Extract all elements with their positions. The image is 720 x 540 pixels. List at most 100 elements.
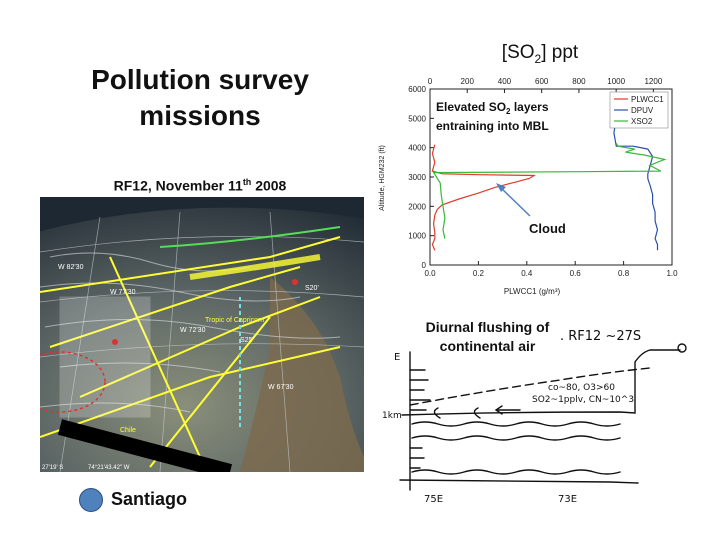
map-label-w7730: W 77'30	[110, 289, 136, 296]
curtain-panel	[59, 296, 151, 418]
sketch-axis-ticks	[409, 369, 431, 469]
top-tick-label: 200	[461, 77, 475, 86]
x-tick-label: 0.6	[570, 269, 582, 278]
sketch-note-top: . RF12 ~27S	[560, 329, 641, 344]
red-dotted-circle	[40, 351, 106, 413]
top-tick-label: 1200	[644, 77, 662, 86]
legend-label-plwcc1: PLWCC1	[631, 95, 664, 104]
sketch-x-label-right: 73E	[558, 494, 577, 505]
legend: PLWCC1 DPUV XSO2	[609, 91, 669, 129]
y-axis-label: Altitude, HGM232 (ft)	[379, 145, 386, 211]
continent-landmass	[240, 277, 364, 472]
annotation-line1-end: layers	[510, 100, 548, 114]
series-group	[431, 118, 667, 251]
y-tick-label: 2000	[408, 202, 426, 211]
sketch-dashed-inversion	[409, 367, 651, 406]
sketch-axis-letter: E	[394, 352, 400, 363]
map-label-chile: Chile	[120, 427, 136, 434]
top-tick-label: 1000	[607, 77, 625, 86]
annotation-sub: 2	[506, 107, 511, 116]
sketch-text: . RF12 ~27S co~80, O3>60 SO2~1pplv, CN~1…	[382, 329, 641, 505]
series-line-dpuv	[613, 118, 659, 251]
sketch-arrow-1-head	[494, 405, 503, 415]
map-label-w6730: W 67'30	[268, 384, 294, 391]
marker-red-2	[292, 279, 298, 285]
flushing-label: Diurnal flushing of continental air	[405, 318, 570, 356]
cloud-label: Cloud	[529, 221, 566, 236]
santiago-marker-icon	[79, 488, 103, 512]
x-axis-label: PLWCC1 (g/m³)	[504, 287, 561, 296]
altitude-profile-chart: 0 200 400 600 800 1000 1200 0.0 0.2 0.4 0.6 0.8 1.0…	[372, 68, 702, 308]
sketch-curl-2	[473, 407, 481, 419]
top-tick-label: 800	[572, 77, 586, 86]
map-footer-left: 27'19' S	[42, 465, 63, 471]
so2-title-sub: 2	[534, 51, 542, 66]
map-label-w7230: W 72'30	[180, 327, 206, 334]
x-tick-label: 0.0	[424, 269, 436, 278]
map-labels: W 82'30 W 77'30 W 72'30 W 67'30 Tropic o…	[42, 264, 319, 471]
x-tick-label: 0.8	[618, 269, 630, 278]
legend-label-xso2: XSO2	[631, 117, 653, 126]
flight-subtitle: RF12, November 11th 2008	[95, 177, 305, 194]
so2-axis-title: [SO2] ppt	[480, 42, 600, 66]
flushing-line1: Diurnal flushing of	[425, 319, 550, 335]
chart-svg: 0 200 400 600 800 1000 1200 0.0 0.2 0.4 0.6 0.8 1.0…	[379, 77, 678, 296]
sketch-boundary-line	[401, 349, 681, 416]
flushing-line2: continental air	[439, 338, 536, 354]
sketch-so2-note: SO2~1pplv, CN~10^3	[532, 395, 634, 405]
slide-title: Pollution survey missions	[91, 64, 309, 131]
x-axis-ticks: 0.0 0.2 0.4 0.6 0.8 1.0	[424, 261, 678, 278]
sketch-wave-middle	[411, 435, 621, 441]
so2-title-main: [SO	[501, 42, 535, 63]
annotation-line1: Elevated SO	[436, 100, 506, 114]
sketch-circle-icon	[677, 343, 687, 353]
sketch-wave-lower	[411, 469, 621, 475]
cloud-texture	[40, 252, 341, 413]
y-tick-label: 6000	[408, 85, 426, 94]
sketch-level-label: 1km	[382, 411, 402, 421]
hand-sketch: . RF12 ~27S co~80, O3>60 SO2~1pplv, CN~1…	[380, 320, 710, 510]
subtitle-year: 2008	[251, 177, 287, 194]
sketch-svg: . RF12 ~27S co~80, O3>60 SO2~1pplv, CN~1…	[382, 329, 687, 505]
satellite-map: W 82'30 W 77'30 W 72'30 W 67'30 Tropic o…	[40, 197, 364, 472]
y-tick-label: 0	[422, 261, 427, 270]
annotation-line2: entraining into MBL	[436, 119, 549, 133]
y-tick-label: 1000	[408, 232, 426, 241]
santiago-label: Santiago	[111, 489, 188, 509]
so2-title-end: ] ppt	[541, 42, 579, 63]
marker-red-1	[112, 339, 118, 345]
subtitle-sup: th	[242, 177, 252, 187]
subtitle-main: RF12, November 11	[113, 177, 243, 194]
green-track	[159, 226, 341, 248]
cloud-arrow	[499, 186, 531, 217]
top-axis-ticks: 0 200 400 600 800 1000 1200	[428, 77, 663, 93]
sketch-strokes	[399, 343, 687, 491]
x-tick-label: 0.2	[473, 269, 485, 278]
plume-band	[189, 254, 321, 280]
map-svg: W 82'30 W 77'30 W 72'30 W 67'30 Tropic o…	[40, 197, 364, 472]
legend-label-dpuv: DPUV	[631, 106, 654, 115]
annotation-elevated: Elevated SO2 layers	[436, 100, 549, 116]
map-label-tropic: Tropic of Capricorn	[205, 317, 264, 324]
sketch-x-label-left: 75E	[424, 494, 443, 505]
map-footer-right: 74°21'43.42" W	[88, 465, 130, 471]
sketch-co-note: co~80, O3>60	[548, 383, 615, 393]
x-tick-label: 1.0	[666, 269, 678, 278]
map-label-w8230: W 82'30	[58, 264, 84, 271]
series-line-xso2	[432, 142, 667, 239]
y-tick-label: 5000	[408, 114, 426, 123]
y-tick-label: 4000	[408, 144, 426, 153]
series-line-plwcc1	[431, 144, 537, 251]
y-axis-ticks: 0 1000 2000 3000 4000 5000 6000	[408, 85, 434, 270]
top-tick-label: 400	[498, 77, 512, 86]
sketch-curl-1	[433, 407, 441, 419]
map-label-s25: S25'	[240, 337, 254, 344]
x-tick-label: 0.4	[521, 269, 533, 278]
map-label-s20: S20'	[305, 285, 319, 292]
sketch-ground-line	[399, 479, 639, 484]
y-tick-label: 3000	[408, 173, 426, 182]
top-tick-label: 0	[428, 77, 433, 86]
top-tick-label: 600	[535, 77, 549, 86]
flight-tracks	[40, 236, 341, 468]
black-band	[57, 419, 233, 472]
